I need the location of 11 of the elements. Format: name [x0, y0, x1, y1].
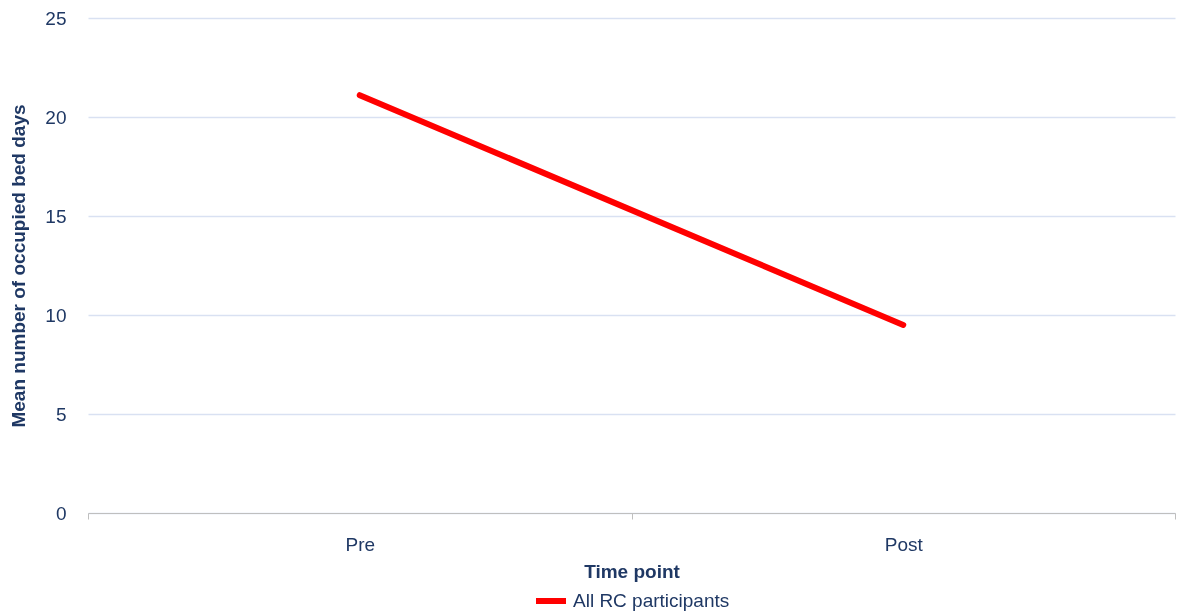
y-axis-title: Mean number of occupied bed days	[8, 104, 30, 428]
y-tick-label: 15	[45, 205, 67, 227]
y-tick-label: 25	[45, 7, 67, 29]
x-tick-label: Pre	[345, 533, 376, 555]
x-tick-label: Post	[884, 533, 924, 555]
x-axis-title: Time point	[584, 560, 681, 582]
y-tick-label: 20	[45, 106, 67, 128]
y-tick-label: 0	[55, 502, 67, 524]
y-tick-label: 5	[55, 403, 67, 425]
y-tick-label: 10	[45, 304, 67, 326]
legend-label: All RC participants	[573, 590, 730, 611]
